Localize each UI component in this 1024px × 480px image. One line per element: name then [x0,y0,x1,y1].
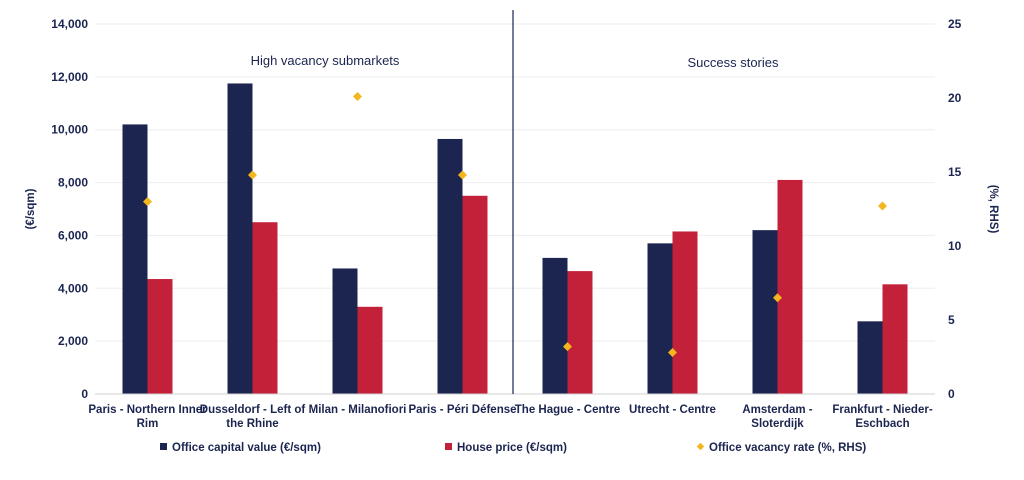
group-title-success-stories: Success stories [687,55,779,70]
vacancy-rate-marker [668,348,677,358]
category-label: Amsterdam -Sloterdijk [742,404,812,430]
legend-label: House price (€/sqm) [457,442,567,454]
house-price-bar [252,222,278,394]
legend-label: Office capital value (€/sqm) [172,442,321,454]
legend: Office capital value (€/sqm) House price … [160,442,866,454]
left-tick-label: 0 [81,387,88,401]
left-tick-label: 4,000 [58,281,88,295]
legend-swatch [696,442,705,451]
legend-label: Office vacancy rate (%, RHS) [709,442,866,454]
left-tick-label: 12,000 [51,70,88,84]
right-axis-ticks: 0 5 10 15 20 25 [948,17,962,401]
vacancy-rate-marker [563,342,572,352]
right-axis-title: (%, RHS) [987,185,999,234]
house-price-bar [777,179,803,394]
office-capital-value-bar [857,321,883,394]
office-capital-value-bar [752,230,778,394]
house-price-bar [357,306,383,394]
office-capital-value-bar [332,268,358,394]
left-tick-label: 10,000 [51,123,88,137]
vacancy-rate-marker [248,170,257,180]
bars [122,83,908,394]
left-axis-ticks: 0 2,000 4,000 6,000 8,000 10,000 12,000 14,000 [51,17,88,401]
left-tick-label: 6,000 [58,228,88,242]
left-tick-label: 2,000 [58,334,88,348]
house-price-bar [672,231,698,394]
right-tick-label: 25 [948,17,962,31]
right-tick-label: 10 [948,239,962,253]
category-label: Milan - Milanofiori [309,404,407,416]
right-tick-label: 15 [948,165,962,179]
left-tick-label: 14,000 [51,17,88,31]
house-price-bar [882,284,908,394]
category-label: The Hague - Centre [515,404,620,416]
right-tick-label: 0 [948,387,955,401]
category-label: Utrecht - Centre [629,404,716,416]
category-label: Paris - Péri Défense [408,404,516,416]
vacancy-rate-marker [143,197,152,207]
left-tick-label: 8,000 [58,176,88,190]
vacancy-rate-marker [458,170,467,180]
legend-office-capital-value: Office capital value (€/sqm) [160,442,321,454]
right-tick-label: 5 [948,313,955,327]
legend-vacancy-rate: Office vacancy rate (%, RHS) [696,442,866,454]
vacancy-rate-marker [353,92,362,102]
legend-swatch [160,443,167,450]
category-label: Paris - Northern Inner Rim [88,404,207,430]
house-price-bar [462,195,488,394]
office-capital-value-bar [647,243,673,394]
gridlines [95,23,935,342]
office-capital-value-bar [227,83,253,394]
vacancy-markers [143,92,887,358]
category-label: Dusseldorf - Left of the Rhine [200,404,306,430]
house-price-bar [567,271,593,394]
office-capital-value-bar [122,124,148,394]
legend-swatch [445,443,452,450]
category-label: Frankfurt - Nieder-Eschbach [832,404,932,430]
office-capital-value-bar [542,257,568,394]
left-axis-title: (€/sqm) [25,188,37,229]
vacancy-rate-marker [773,293,782,303]
group-title-high-vacancy: High vacancy submarkets [251,53,400,68]
office-capital-value-bar [437,138,463,394]
vacancy-rate-marker [878,201,887,211]
right-tick-label: 20 [948,91,962,105]
house-price-bar [147,279,173,394]
legend-house-price: House price (€/sqm) [445,442,567,454]
